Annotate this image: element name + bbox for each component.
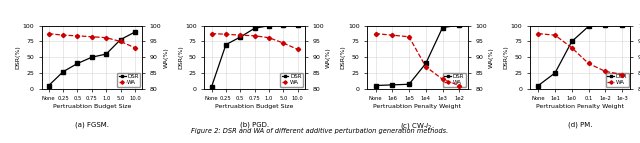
WA bbox=[280, 42, 287, 44]
WA bbox=[422, 66, 429, 67]
DSR bbox=[438, 27, 446, 28]
X-axis label: Pertruabtion Penalty Weight: Pertruabtion Penalty Weight bbox=[373, 104, 461, 109]
WA bbox=[456, 85, 463, 86]
DSR bbox=[568, 41, 575, 42]
DSR bbox=[236, 36, 244, 38]
DSR bbox=[102, 53, 110, 55]
WA bbox=[131, 47, 139, 49]
Text: (b) PGD.: (b) PGD. bbox=[240, 121, 269, 128]
Line: DSR: DSR bbox=[210, 24, 300, 88]
DSR bbox=[388, 84, 396, 86]
WA bbox=[294, 48, 301, 50]
Line: WA: WA bbox=[47, 32, 136, 49]
Text: (c) CW-$l_2$.: (c) CW-$l_2$. bbox=[400, 121, 435, 131]
X-axis label: Pertruabtion Budget Size: Pertruabtion Budget Size bbox=[216, 104, 294, 109]
WA bbox=[222, 33, 230, 35]
DSR bbox=[116, 39, 124, 40]
WA bbox=[534, 33, 542, 34]
WA bbox=[88, 36, 95, 38]
WA bbox=[388, 34, 396, 36]
DSR bbox=[265, 25, 273, 27]
Line: DSR: DSR bbox=[537, 24, 623, 87]
WA bbox=[45, 33, 52, 34]
DSR bbox=[602, 24, 609, 26]
WA bbox=[102, 37, 110, 39]
WA bbox=[372, 33, 380, 34]
Y-axis label: WA(%): WA(%) bbox=[326, 47, 331, 68]
DSR bbox=[60, 71, 67, 73]
Y-axis label: WA(%): WA(%) bbox=[163, 47, 168, 68]
X-axis label: Pertruabtion Budget Size: Pertruabtion Budget Size bbox=[52, 104, 131, 109]
DSR bbox=[294, 24, 301, 26]
Line: WA: WA bbox=[374, 32, 461, 87]
Y-axis label: DSR(%): DSR(%) bbox=[178, 45, 183, 69]
DSR bbox=[222, 44, 230, 45]
DSR bbox=[534, 85, 542, 86]
Y-axis label: DSR(%): DSR(%) bbox=[341, 45, 346, 69]
WA bbox=[551, 34, 559, 36]
Legend: DSR, WA: DSR, WA bbox=[280, 73, 303, 87]
DSR bbox=[456, 24, 463, 26]
Y-axis label: DSR(%): DSR(%) bbox=[15, 45, 20, 69]
DSR bbox=[280, 24, 287, 26]
WA bbox=[265, 37, 273, 39]
DSR bbox=[405, 83, 413, 85]
Line: DSR: DSR bbox=[374, 24, 461, 87]
Line: WA: WA bbox=[537, 32, 623, 76]
Text: (d) PM.: (d) PM. bbox=[568, 121, 593, 128]
WA bbox=[438, 78, 446, 80]
Y-axis label: DSR(%): DSR(%) bbox=[504, 45, 509, 69]
WA bbox=[208, 33, 216, 34]
DSR bbox=[422, 63, 429, 64]
Legend: DSR, WA: DSR, WA bbox=[443, 73, 466, 87]
DSR bbox=[618, 24, 626, 26]
WA bbox=[585, 63, 593, 64]
Y-axis label: WA(%): WA(%) bbox=[489, 47, 494, 68]
Line: DSR: DSR bbox=[47, 30, 136, 87]
Legend: DSR, WA: DSR, WA bbox=[117, 73, 140, 87]
WA bbox=[618, 74, 626, 75]
WA bbox=[60, 34, 67, 36]
DSR bbox=[74, 63, 81, 64]
WA bbox=[568, 47, 575, 49]
DSR bbox=[251, 27, 259, 29]
WA bbox=[236, 34, 244, 36]
Line: WA: WA bbox=[210, 32, 300, 51]
Legend: DSR, WA: DSR, WA bbox=[605, 73, 628, 87]
WA bbox=[74, 35, 81, 37]
DSR bbox=[131, 31, 139, 33]
DSR bbox=[585, 25, 593, 27]
WA bbox=[116, 41, 124, 42]
DSR bbox=[208, 86, 216, 88]
WA bbox=[405, 36, 413, 38]
DSR bbox=[45, 85, 52, 86]
DSR bbox=[88, 56, 95, 58]
Text: Figure 2: DSR and WA of different additive perturbation generation methods.: Figure 2: DSR and WA of different additi… bbox=[191, 128, 449, 134]
Text: (a) FGSM.: (a) FGSM. bbox=[75, 121, 109, 128]
DSR bbox=[551, 72, 559, 74]
X-axis label: Pertruabtion Penalty Weight: Pertruabtion Penalty Weight bbox=[536, 104, 624, 109]
WA bbox=[251, 35, 259, 37]
WA bbox=[602, 70, 609, 72]
DSR bbox=[372, 85, 380, 86]
